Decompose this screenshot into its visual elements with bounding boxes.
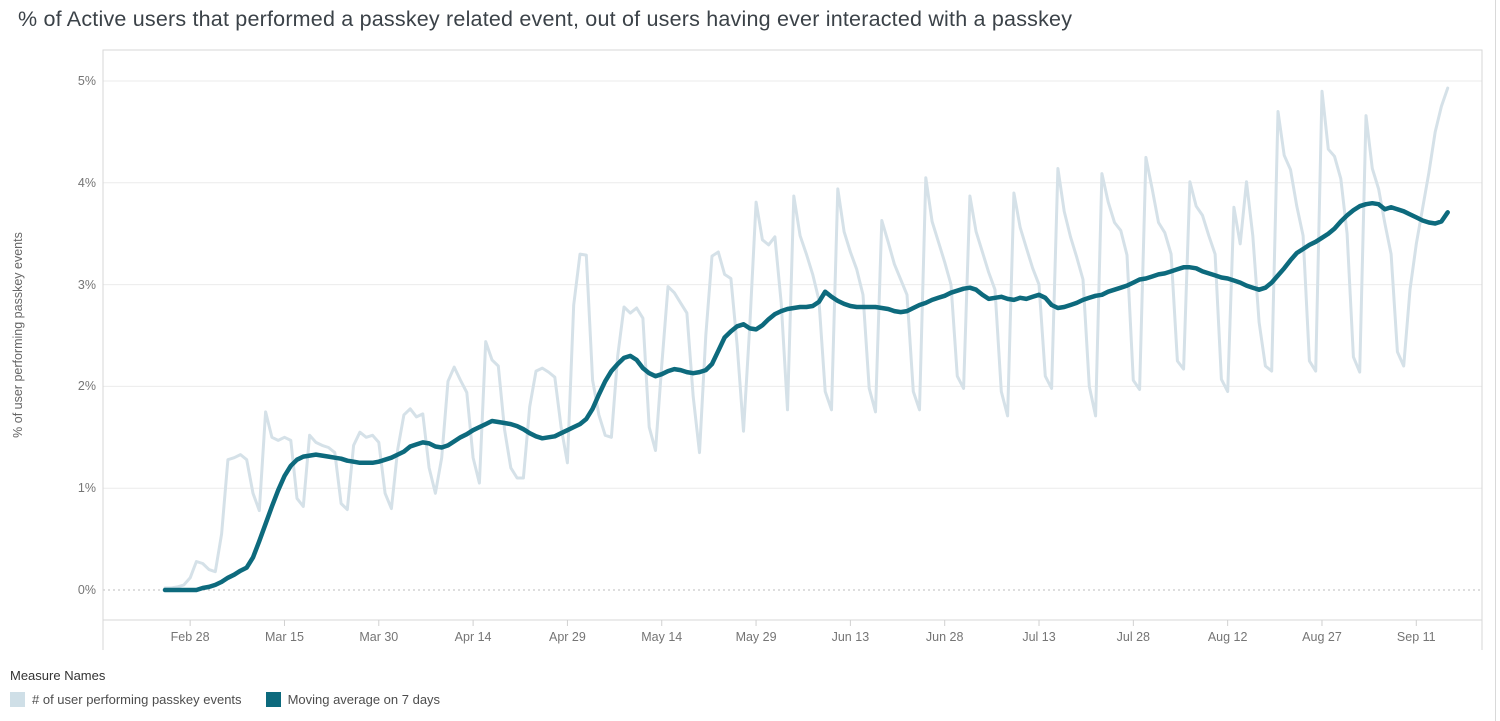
daily-series-swatch: [10, 692, 25, 707]
legend-title: Measure Names: [10, 668, 106, 683]
plot-border: [102, 49, 1483, 621]
x-tick-label: Mar 30: [359, 630, 399, 644]
x-tick-label: May 29: [735, 630, 777, 644]
y-tick-label: 5%: [77, 74, 96, 88]
x-tick-label: Sep 11: [1396, 630, 1436, 644]
y-tick-label: 1%: [77, 481, 96, 496]
moving-average-line[interactable]: [162, 200, 1450, 593]
window-edge-divider: [1495, 0, 1496, 721]
legend-item-label: Moving average on 7 days: [287, 692, 441, 707]
y-tick-label: 0%: [77, 583, 96, 597]
moving-avg-series-swatch: [265, 692, 281, 707]
x-tick-label: Jun 28: [925, 630, 964, 644]
x-tick-label: Aug 27: [1302, 630, 1342, 644]
x-tick-label: Apr 29: [549, 630, 586, 644]
x-tick-label: Apr 14: [454, 630, 492, 644]
y-tick-label: 2%: [77, 379, 96, 394]
x-tick-label: Jun 13: [831, 630, 870, 644]
chart-title: % of Active users that performed a passk…: [18, 7, 1073, 31]
legend-items-row: # of user performing passkey events Movi…: [10, 692, 464, 707]
x-tick-label: May 14: [641, 630, 683, 644]
x-tick-label: Jul 28: [1116, 630, 1150, 644]
legend-item-label: # of user performing passkey events: [32, 692, 242, 707]
x-tick-label: Aug 12: [1207, 630, 1248, 644]
y-axis-title: % of user performing passkey events: [11, 232, 25, 438]
legend-item-moving-avg[interactable]: Moving average on 7 days: [265, 692, 441, 707]
y-tick-label: 4%: [77, 175, 96, 190]
y-tick-label: 3%: [77, 277, 96, 292]
x-tick-label: Mar 15: [265, 630, 304, 644]
daily-series-line[interactable]: [163, 86, 1450, 590]
x-tick-label: Jul 13: [1022, 630, 1056, 644]
legend-item-daily[interactable]: # of user performing passkey events: [10, 692, 242, 707]
x-tick-label: Feb 28: [170, 630, 210, 644]
legend: Measure Names # of user performing passk…: [10, 668, 464, 707]
